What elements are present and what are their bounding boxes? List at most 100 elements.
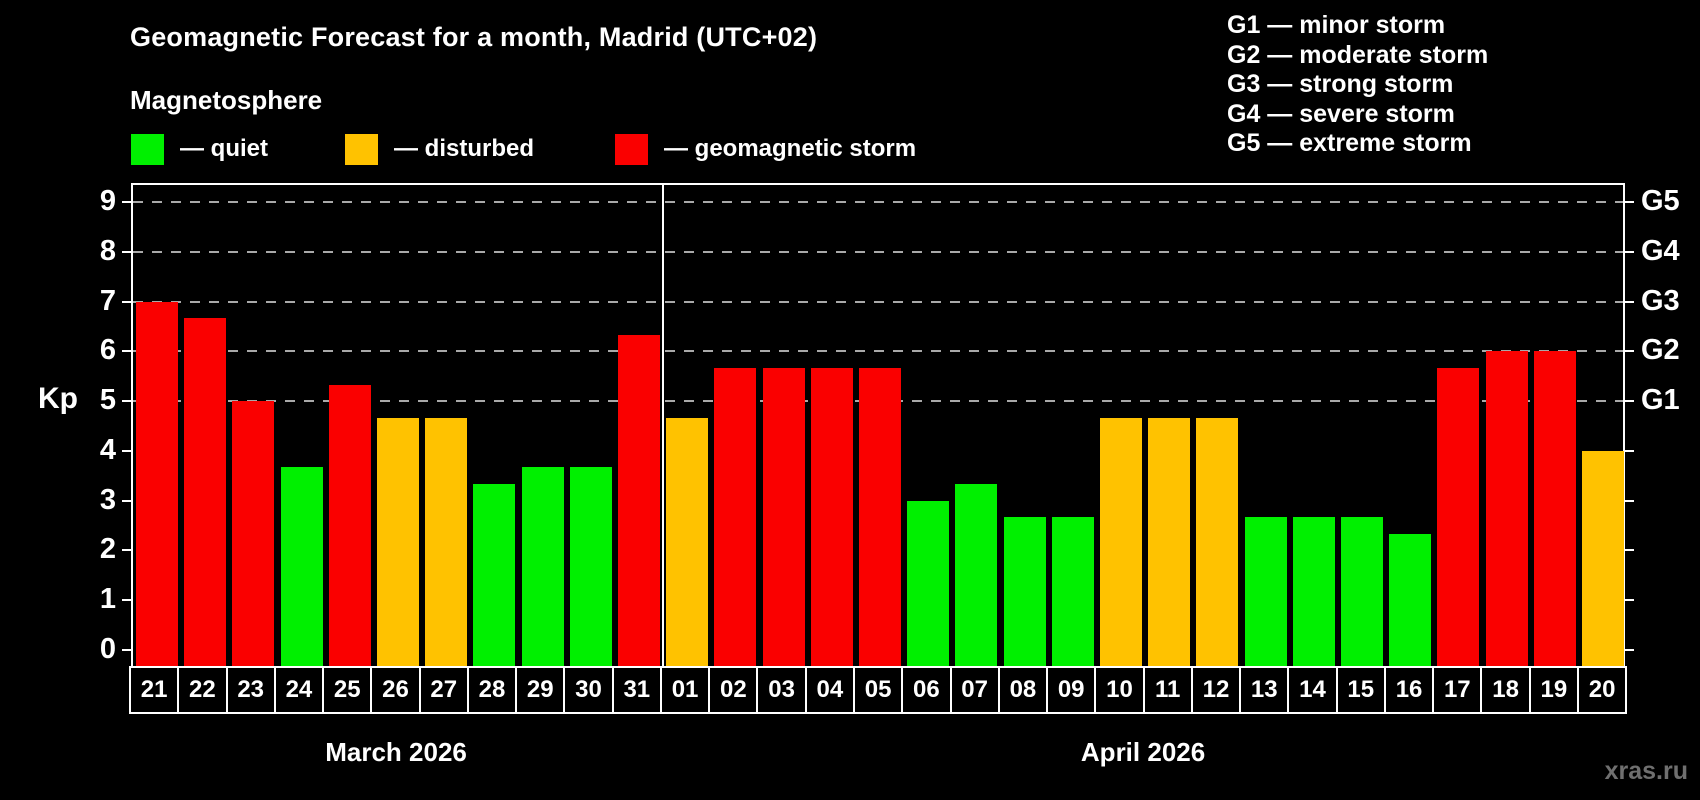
y-axis-tick-label-3: 3 xyxy=(99,483,116,516)
bar-day-03 xyxy=(762,367,805,666)
chart-title: Geomagnetic Forecast for a month, Madrid… xyxy=(130,22,818,52)
bar-day-11 xyxy=(1148,417,1191,666)
bar-day-16 xyxy=(1389,534,1432,666)
bar-day-31 xyxy=(618,334,661,666)
right-axis-tick-7 xyxy=(1625,300,1634,303)
bar-day-20 xyxy=(1581,450,1624,666)
y-axis-tick-4 xyxy=(122,449,131,452)
right-axis-tick-2 xyxy=(1625,549,1634,552)
date-cell-04: 04 xyxy=(806,668,855,712)
date-cell-17: 17 xyxy=(1434,668,1483,712)
right-axis-tick-1 xyxy=(1625,599,1634,602)
y-axis-tick-label-7: 7 xyxy=(99,284,116,317)
right-axis-tick-5 xyxy=(1625,400,1634,403)
bar-day-06 xyxy=(907,500,950,666)
bar-day-23 xyxy=(232,401,275,666)
date-cell-08: 08 xyxy=(999,668,1049,712)
date-cell-03: 03 xyxy=(758,668,807,712)
y-axis-tick-3 xyxy=(122,499,131,502)
legend-swatch-disturbed xyxy=(345,133,378,165)
bar-day-09 xyxy=(1051,517,1094,666)
y-axis-tick-label-5: 5 xyxy=(99,384,116,417)
date-cell-28: 28 xyxy=(468,668,518,712)
bar-day-07 xyxy=(955,484,998,666)
bar-day-02 xyxy=(714,367,757,666)
legend-item-quiet: — quiet xyxy=(131,133,268,165)
bar-day-01 xyxy=(666,417,709,666)
date-cell-02: 02 xyxy=(710,668,759,712)
watermark: xras.ru xyxy=(1604,757,1688,785)
g-legend-line-3: G3 — strong storm xyxy=(1227,70,1454,98)
bar-day-08 xyxy=(1003,517,1046,666)
y-axis-tick-0 xyxy=(122,649,131,651)
y-axis-tick-7 xyxy=(122,300,131,303)
plot-area xyxy=(131,183,1625,668)
g-legend-line-5: G5 — extreme storm xyxy=(1227,129,1472,157)
date-cell-26: 26 xyxy=(372,668,421,712)
bar-day-22 xyxy=(184,317,227,666)
g-axis-label-g5: G5 xyxy=(1641,184,1680,217)
bar-day-29 xyxy=(521,467,564,666)
bar-day-21 xyxy=(136,301,179,666)
date-cell-10: 10 xyxy=(1096,668,1145,712)
date-cell-13: 13 xyxy=(1241,668,1290,712)
g-axis-label-g3: G3 xyxy=(1641,284,1680,317)
date-cell-23: 23 xyxy=(227,668,276,712)
g-legend-line-1: G1 — minor storm xyxy=(1227,11,1446,39)
g-scale-legend: G1 — minor storm G2 — moderate storm G3 — … xyxy=(1227,11,1488,159)
y-axis-tick-label-2: 2 xyxy=(99,533,116,566)
date-cell-09: 09 xyxy=(1048,668,1097,712)
date-cell-06: 06 xyxy=(903,668,952,712)
date-cell-30: 30 xyxy=(565,668,614,712)
right-axis-tick-6 xyxy=(1625,350,1634,353)
g-axis-label-g2: G2 xyxy=(1641,334,1680,367)
bar-day-14 xyxy=(1292,517,1335,666)
y-axis-tick-1 xyxy=(122,599,131,602)
right-axis-tick-0 xyxy=(1625,649,1634,651)
y-axis-tick-label-6: 6 xyxy=(99,334,116,367)
date-cell-05: 05 xyxy=(854,668,904,712)
magnetosphere-label: Magnetosphere xyxy=(130,85,323,115)
y-axis-tick-9 xyxy=(122,200,131,203)
g-axis-label-g1: G1 xyxy=(1641,384,1680,417)
y-axis-tick-6 xyxy=(122,350,131,353)
date-cell-01: 01 xyxy=(661,668,711,712)
legend-swatch-storm xyxy=(615,133,648,165)
date-cell-12: 12 xyxy=(1192,668,1242,712)
date-cell-29: 29 xyxy=(517,668,566,712)
date-cell-24: 24 xyxy=(275,668,325,712)
bar-day-18 xyxy=(1485,351,1528,666)
month-divider-line xyxy=(662,185,665,666)
legend-label-storm: — geomagnetic storm xyxy=(664,135,917,162)
date-cell-27: 27 xyxy=(420,668,469,712)
date-cell-07: 07 xyxy=(951,668,1000,712)
y-axis-tick-label-8: 8 xyxy=(99,234,116,267)
bar-day-28 xyxy=(473,484,516,666)
g-legend-line-4: G4 — severe storm xyxy=(1227,99,1455,128)
bar-day-24 xyxy=(280,467,323,666)
bar-day-27 xyxy=(425,417,468,666)
date-cell-18: 18 xyxy=(1482,668,1531,712)
right-axis-tick-4 xyxy=(1625,449,1634,452)
y-axis-tick-label-4: 4 xyxy=(99,433,116,466)
bar-day-25 xyxy=(328,384,371,666)
date-cell-31: 31 xyxy=(613,668,662,712)
bar-day-26 xyxy=(377,417,420,666)
bar-day-12 xyxy=(1196,417,1239,666)
bar-day-10 xyxy=(1099,417,1142,666)
y-axis-tick-label-9: 9 xyxy=(99,184,116,217)
y-axis-tick-8 xyxy=(122,250,131,253)
date-cell-14: 14 xyxy=(1289,668,1338,712)
legend-label-disturbed: — disturbed xyxy=(394,135,535,162)
right-axis-tick-3 xyxy=(1625,499,1634,502)
gridline-kp-9 xyxy=(133,200,1623,203)
legend-swatch-quiet xyxy=(131,133,164,165)
bar-day-13 xyxy=(1244,517,1287,666)
bar-day-15 xyxy=(1340,517,1383,666)
gridline-kp-6 xyxy=(133,350,1623,353)
gridline-kp-8 xyxy=(133,250,1623,253)
bar-day-05 xyxy=(859,367,901,666)
date-cell-22: 22 xyxy=(179,668,228,712)
y-axis-tick-5 xyxy=(122,400,131,403)
legend-item-disturbed: — disturbed xyxy=(345,133,534,165)
